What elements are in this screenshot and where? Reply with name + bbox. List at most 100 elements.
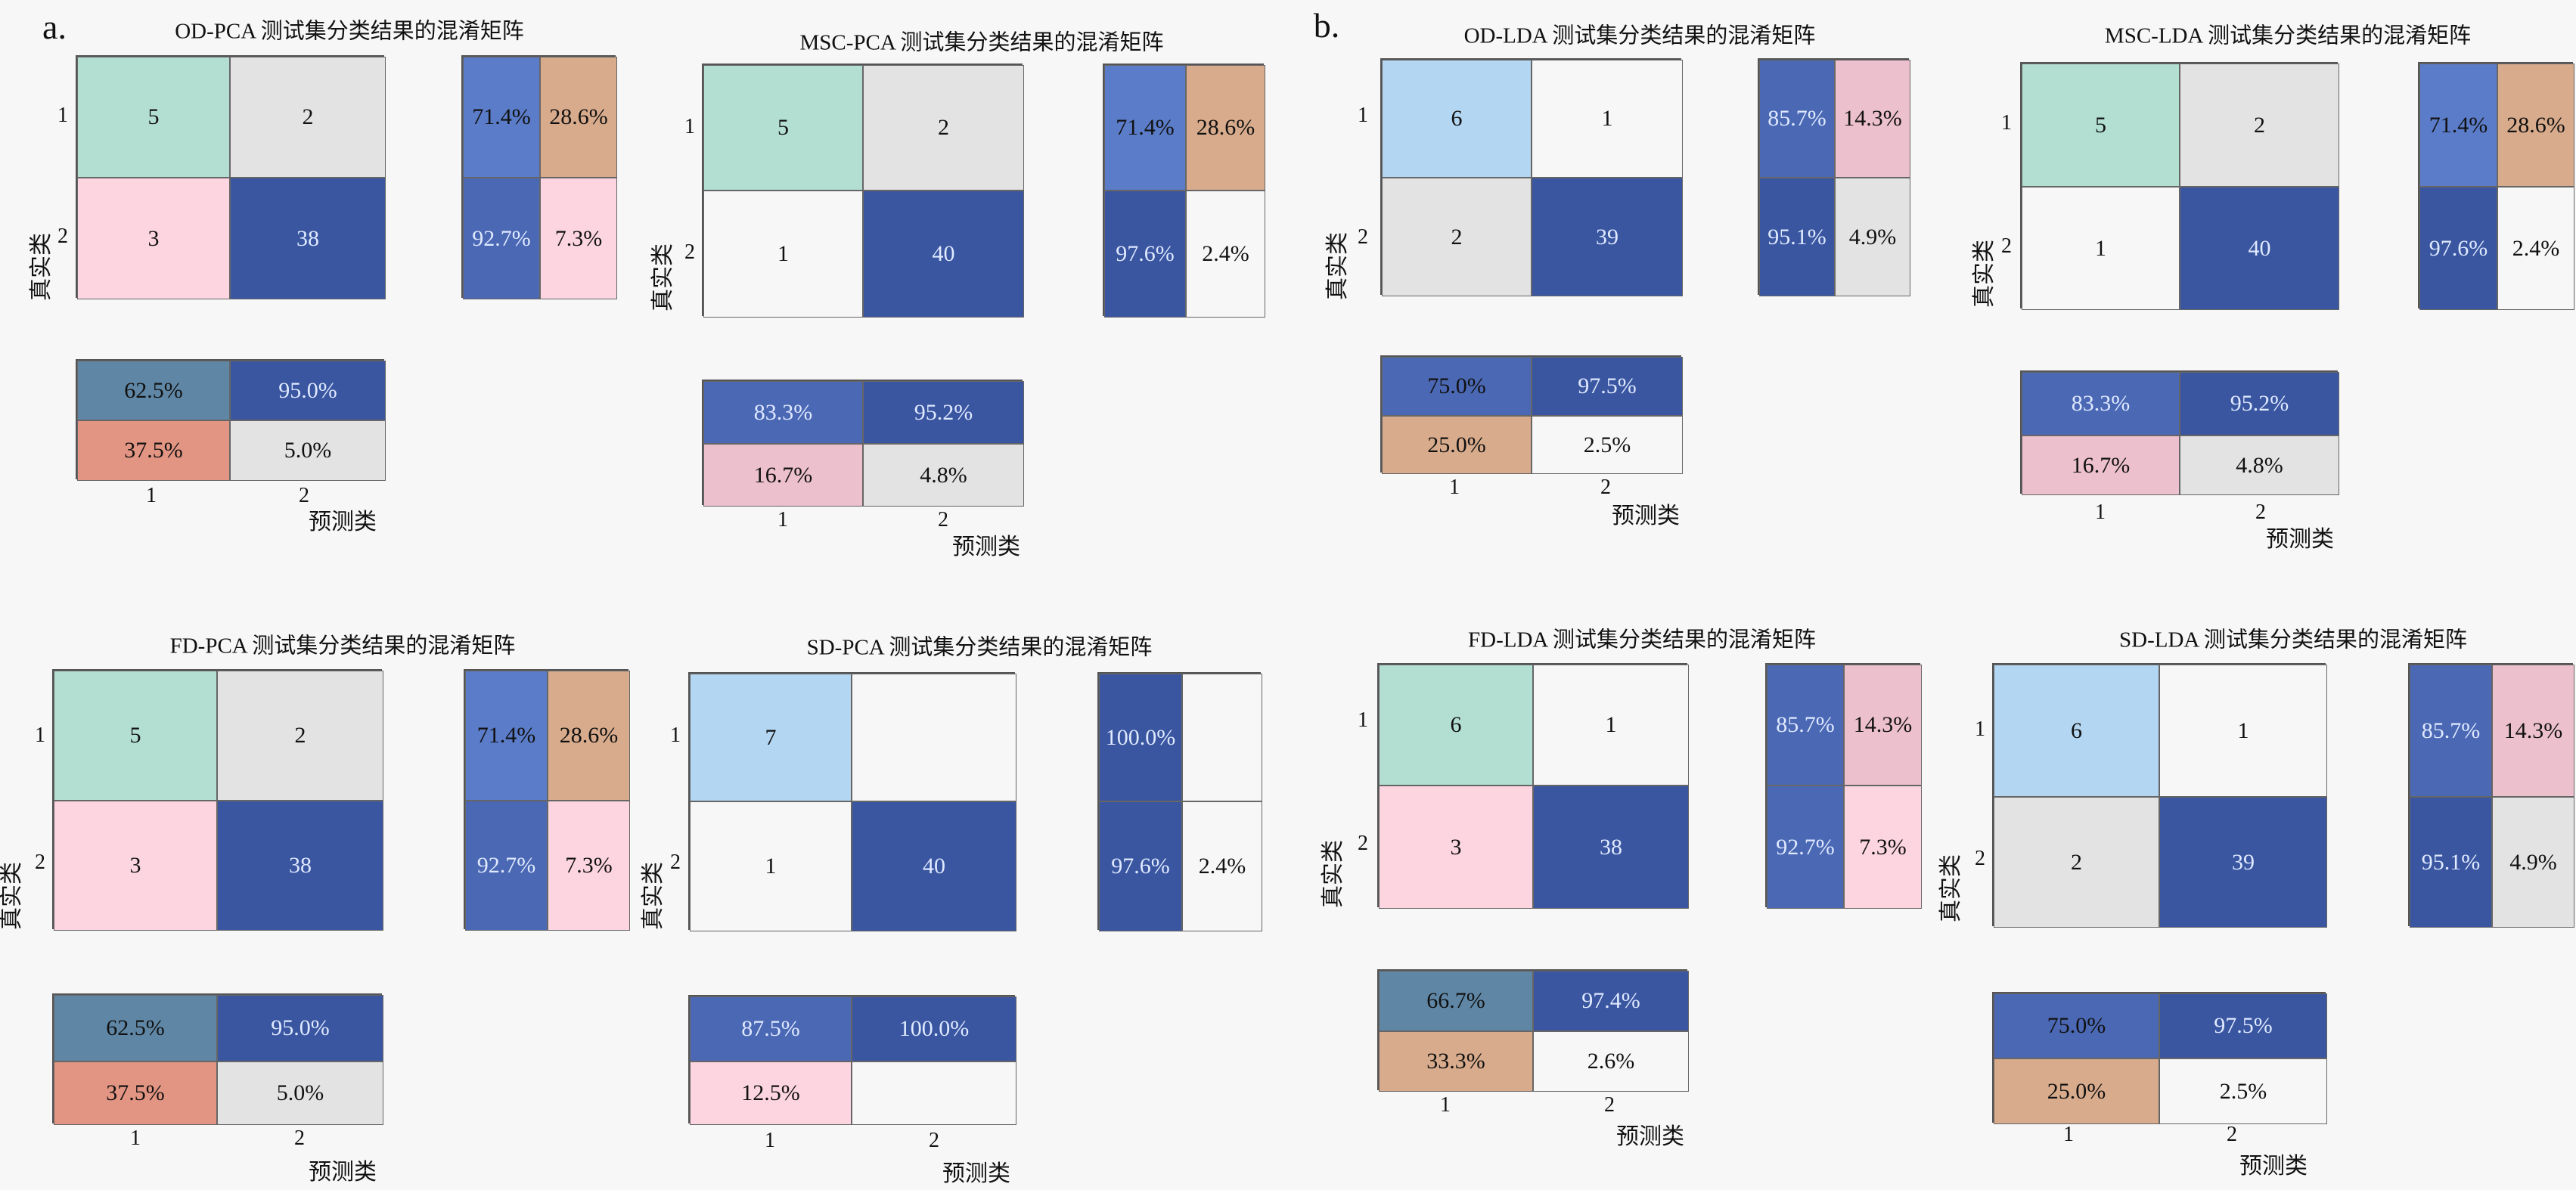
col-tick-label: 2 bbox=[1604, 1093, 1615, 1117]
col-tick-label: 2 bbox=[938, 508, 948, 531]
column-summary: 62.5% 95.0% 37.5% 5.0% bbox=[52, 993, 383, 1125]
column-summary-cell: 16.7% bbox=[2022, 435, 2180, 495]
row-summary: 71.4% 28.6% 97.6% 2.4% bbox=[1103, 64, 1265, 318]
chart-title: SD-PCA 测试集分类结果的混淆矩阵 bbox=[806, 635, 1153, 660]
chart-title: SD-LDA 测试集分类结果的混淆矩阵 bbox=[2119, 628, 2467, 652]
row-tick-label: 2 bbox=[1975, 847, 1985, 870]
col-tick-label: 1 bbox=[1440, 1093, 1451, 1117]
chart-title: FD-PCA 测试集分类结果的混淆矩阵 bbox=[169, 634, 516, 659]
x-axis-label: 预测类 bbox=[942, 1161, 1010, 1186]
row-summary-cell: 97.6% bbox=[2419, 187, 2497, 310]
confusion-matrix-cell: 1 bbox=[2159, 665, 2327, 797]
col-tick-label: 2 bbox=[1600, 476, 1611, 499]
confusion-matrix-cell: 6 bbox=[1382, 60, 1532, 178]
column-summary: 83.3% 95.2% 16.7% 4.8% bbox=[702, 380, 1024, 507]
row-summary: 85.7% 14.3% 95.1% 4.9% bbox=[1758, 58, 1910, 296]
row-summary-cell: 4.9% bbox=[2492, 797, 2574, 928]
column-summary-cell: 2.5% bbox=[2159, 1058, 2327, 1124]
confusion-matrix-cell: 39 bbox=[2159, 797, 2327, 928]
row-summary-cell: 4.9% bbox=[1835, 178, 1910, 296]
col-tick-label: 2 bbox=[929, 1129, 939, 1152]
x-axis-label: 预测类 bbox=[2239, 1154, 2308, 1179]
confusion-matrix-cell: 40 bbox=[852, 801, 1016, 931]
column-summary-cell: 95.2% bbox=[2180, 372, 2339, 435]
row-tick-label: 2 bbox=[1358, 225, 1368, 249]
confusion-matrix-cell: 1 bbox=[1532, 60, 1683, 178]
y-axis-label: 真实类 bbox=[650, 243, 675, 311]
column-summary-cell: 95.0% bbox=[230, 361, 386, 420]
confusion-matrix-cell: 1 bbox=[2022, 187, 2180, 310]
confusion-matrix: 6 1 3 38 bbox=[1377, 663, 1689, 909]
confusion-matrix: 6 1 2 39 bbox=[1992, 663, 2327, 928]
confusion-matrix: 6 1 2 39 bbox=[1380, 58, 1683, 296]
column-summary-cell: 66.7% bbox=[1379, 971, 1533, 1031]
x-axis-label: 预测类 bbox=[952, 535, 1020, 559]
confusion-matrix-cell bbox=[852, 674, 1016, 801]
row-summary-cell: 28.6% bbox=[540, 57, 617, 178]
row-summary-cell: 71.4% bbox=[2419, 64, 2497, 187]
row-summary-cell: 92.7% bbox=[1767, 786, 1844, 909]
confusion-matrix-cell: 2 bbox=[2180, 64, 2339, 187]
row-tick-label: 1 bbox=[57, 104, 68, 127]
row-tick-label: 1 bbox=[670, 724, 681, 747]
row-tick-label: 2 bbox=[2001, 234, 2012, 258]
confusion-matrix-cell: 38 bbox=[1533, 786, 1689, 909]
x-axis-label: 预测类 bbox=[309, 510, 377, 535]
column-summary-cell: 12.5% bbox=[690, 1061, 852, 1125]
column-summary-cell: 62.5% bbox=[77, 361, 230, 420]
row-tick-label: 2 bbox=[57, 225, 68, 248]
col-tick-label: 2 bbox=[299, 484, 309, 507]
column-summary-cell: 25.0% bbox=[1382, 416, 1532, 474]
column-summary-cell: 5.0% bbox=[230, 420, 386, 481]
row-summary-cell: 28.6% bbox=[1186, 65, 1265, 191]
y-axis-label: 真实类 bbox=[1325, 232, 1350, 300]
row-tick-label: 2 bbox=[35, 851, 45, 874]
col-tick-label: 1 bbox=[130, 1126, 141, 1150]
confusion-matrix-cell: 6 bbox=[1379, 665, 1533, 786]
confusion-matrix-cell: 2 bbox=[230, 57, 386, 178]
row-summary-cell: 7.3% bbox=[1844, 786, 1922, 909]
row-summary-cell: 92.7% bbox=[465, 801, 548, 931]
col-tick-label: 1 bbox=[2095, 500, 2106, 524]
y-axis-label: 真实类 bbox=[1321, 840, 1345, 908]
confusion-matrix-cell: 39 bbox=[1532, 178, 1683, 296]
column-summary: 62.5% 95.0% 37.5% 5.0% bbox=[76, 359, 386, 481]
row-summary-cell: 71.4% bbox=[465, 671, 548, 801]
column-summary-cell: 95.0% bbox=[217, 995, 383, 1061]
confusion-matrix-cell: 5 bbox=[2022, 64, 2180, 187]
column-summary-cell: 2.5% bbox=[1532, 416, 1683, 474]
col-tick-label: 1 bbox=[765, 1129, 775, 1152]
row-summary-cell bbox=[1182, 674, 1262, 801]
row-tick-label: 1 bbox=[35, 724, 45, 747]
row-summary: 71.4% 28.6% 97.6% 2.4% bbox=[2418, 62, 2574, 310]
column-summary: 83.3% 95.2% 16.7% 4.8% bbox=[2020, 370, 2339, 495]
row-tick-label: 2 bbox=[684, 240, 695, 264]
y-axis-label: 真实类 bbox=[1938, 854, 1963, 922]
column-summary-cell: 2.6% bbox=[1533, 1031, 1689, 1092]
column-summary: 75.0% 97.5% 25.0% 2.5% bbox=[1380, 355, 1683, 474]
confusion-matrix-cell: 6 bbox=[1994, 665, 2159, 797]
col-tick-label: 2 bbox=[294, 1126, 305, 1150]
col-tick-label: 2 bbox=[2227, 1123, 2237, 1146]
confusion-matrix-cell: 1 bbox=[703, 191, 863, 318]
row-summary-cell: 85.7% bbox=[1767, 665, 1844, 786]
row-tick-label: 1 bbox=[684, 115, 695, 138]
row-summary-cell: 28.6% bbox=[548, 671, 630, 801]
column-summary: 75.0% 97.5% 25.0% 2.5% bbox=[1992, 992, 2327, 1124]
row-summary-cell: 85.7% bbox=[2410, 665, 2492, 797]
confusion-matrix-cell: 2 bbox=[863, 65, 1024, 191]
x-axis-label: 预测类 bbox=[2266, 527, 2334, 552]
col-tick-label: 1 bbox=[2063, 1123, 2074, 1146]
row-summary: 71.4% 28.6% 92.7% 7.3% bbox=[461, 55, 617, 299]
col-tick-label: 1 bbox=[777, 508, 788, 531]
row-summary-cell: 7.3% bbox=[548, 801, 630, 931]
x-axis-label: 预测类 bbox=[1616, 1124, 1684, 1149]
column-summary-cell: 4.8% bbox=[863, 444, 1024, 507]
column-summary-cell: 5.0% bbox=[217, 1061, 383, 1125]
column-summary-cell: 62.5% bbox=[54, 995, 217, 1061]
y-axis-label: 真实类 bbox=[641, 862, 666, 930]
confusion-matrix: 5 2 1 40 bbox=[2020, 62, 2339, 310]
chart-title: OD-PCA 测试集分类结果的混淆矩阵 bbox=[175, 19, 524, 44]
col-tick-label: 2 bbox=[2255, 500, 2266, 524]
